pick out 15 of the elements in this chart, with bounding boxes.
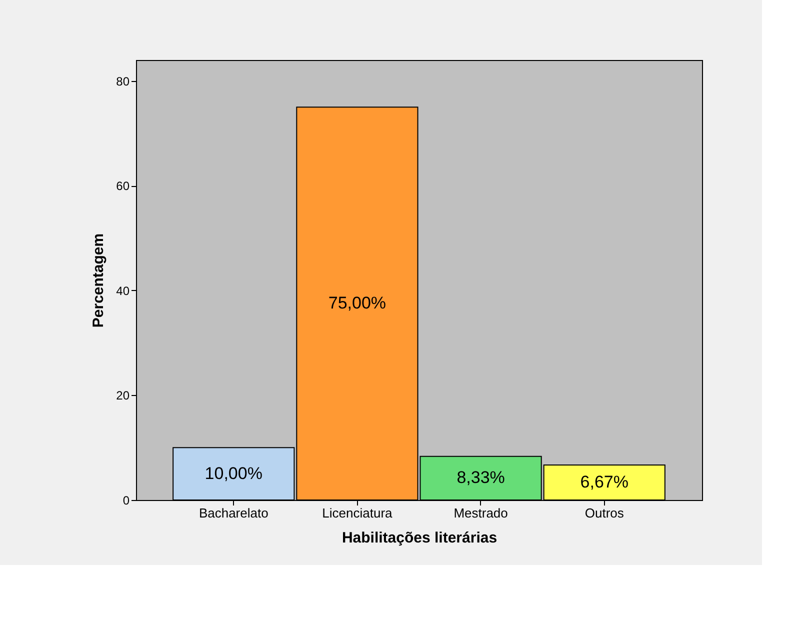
x-tick-label: Licenciatura xyxy=(322,506,394,520)
x-axis-title: Habilitações literárias xyxy=(342,530,498,546)
x-tick-label: Bacharelato xyxy=(198,506,268,520)
y-tick-label: 40 xyxy=(116,284,130,298)
data-label: 6,67% xyxy=(580,472,628,492)
y-tick-label: 60 xyxy=(116,179,130,194)
y-tick-label: 20 xyxy=(116,388,130,403)
y-tick-label: 0 xyxy=(122,494,130,508)
data-label: 75,00% xyxy=(328,294,386,313)
data-label: 8,33% xyxy=(456,468,505,488)
y-tick-label: 80 xyxy=(116,74,130,88)
y-axis-title: Percentagem xyxy=(90,233,108,328)
data-label: 10,00% xyxy=(204,464,262,483)
x-tick-label: Mestrado xyxy=(454,506,508,520)
x-tick-label: Outros xyxy=(584,506,624,520)
